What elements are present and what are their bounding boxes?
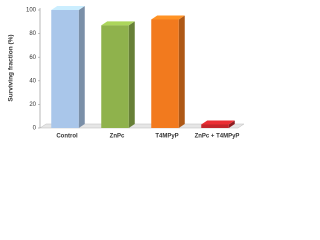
bar-side <box>78 6 85 128</box>
y-axis-title: Surviving fraction (%) <box>8 34 15 101</box>
y-tick-label: 40 <box>29 78 36 84</box>
bar <box>101 25 129 129</box>
bar-top <box>101 21 135 26</box>
x-tick-label: Control <box>56 134 78 140</box>
y-tick-label: 0 <box>33 126 37 132</box>
chart: Surviving fraction (%) 0 20 40 60 80 100 Contr… <box>8 6 245 140</box>
bar <box>201 124 229 128</box>
x-tick-label: ZnPc <box>110 134 125 140</box>
bar-top <box>151 15 185 20</box>
bar <box>151 19 179 128</box>
bar-side <box>128 21 135 129</box>
x-tick-label: T4MPyP <box>155 134 178 140</box>
bar-top <box>201 120 235 125</box>
y-tick-label: 100 <box>26 8 37 14</box>
bar-side <box>178 15 185 128</box>
y-tick-label: 80 <box>29 31 36 37</box>
bar-side <box>228 120 235 128</box>
y-tick-label: 20 <box>29 102 36 108</box>
bar <box>51 10 79 128</box>
x-tick-label: ZnPc + T4MPyP <box>195 134 240 140</box>
bar-top <box>51 6 85 10</box>
y-tick-label: 60 <box>29 55 36 61</box>
